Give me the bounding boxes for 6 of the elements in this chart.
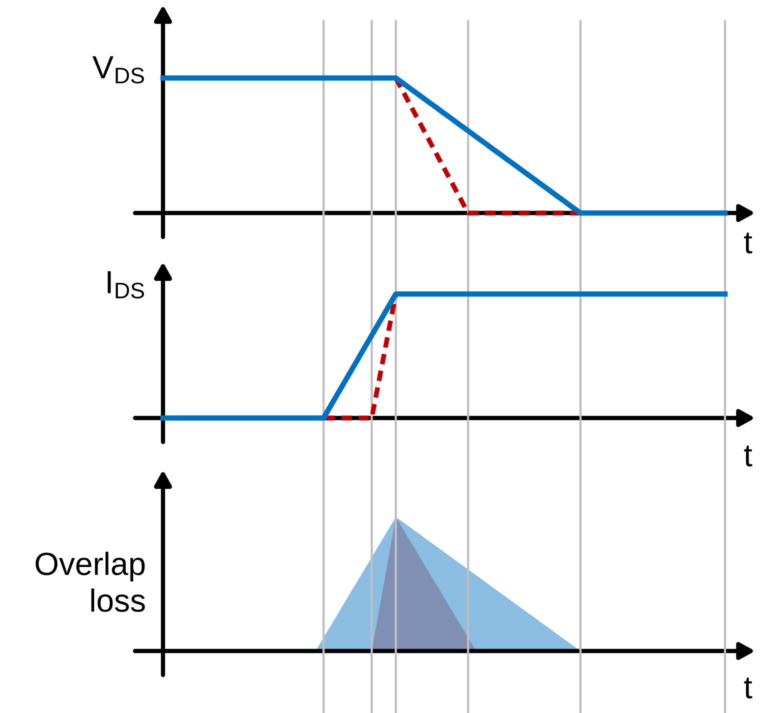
x-axis-title: t	[744, 446, 752, 467]
y-axis-title: I$_{DS}$	[108, 271, 144, 298]
x-axis-title: t	[744, 678, 752, 699]
y-axis-title: V$_{DS}$	[92, 56, 144, 84]
x-axis-title: t	[744, 232, 752, 254]
y-axis-title: Overlap loss	[36, 552, 145, 612]
